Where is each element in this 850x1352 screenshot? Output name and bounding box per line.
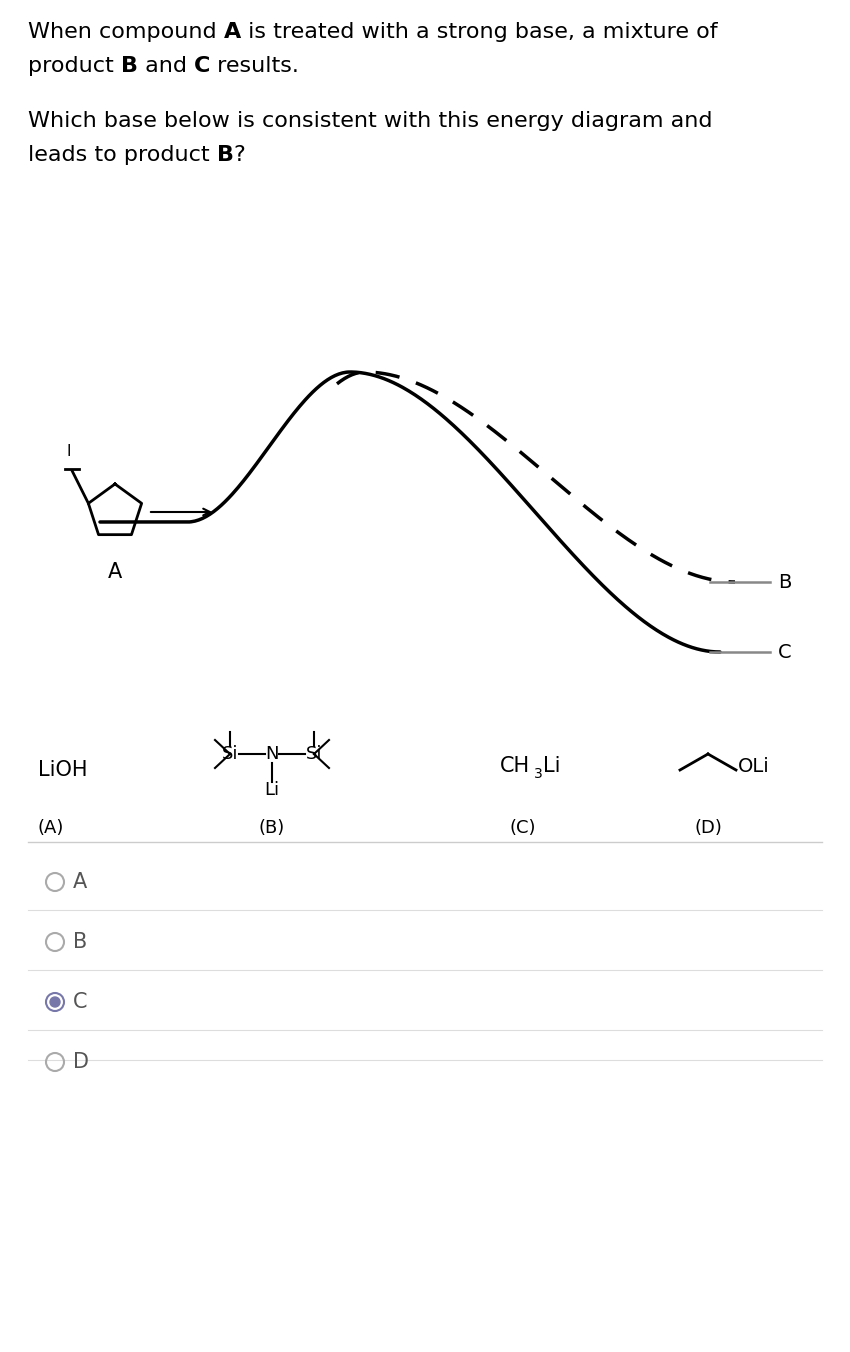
Text: B: B [73, 932, 88, 952]
Text: B: B [778, 572, 791, 592]
Text: A: A [108, 562, 122, 581]
Text: Si: Si [222, 745, 238, 763]
Text: is treated with a strong base, a mixture of: is treated with a strong base, a mixture… [241, 22, 717, 42]
Text: When compound: When compound [28, 22, 224, 42]
Text: (D): (D) [694, 819, 722, 837]
Text: D: D [73, 1052, 89, 1072]
Text: 3: 3 [534, 767, 543, 781]
Text: Li: Li [264, 781, 280, 799]
Text: product: product [28, 55, 121, 76]
Text: C: C [73, 992, 88, 1013]
Circle shape [50, 996, 60, 1007]
Text: C: C [194, 55, 210, 76]
Text: B: B [217, 145, 234, 165]
Text: ?: ? [234, 145, 246, 165]
Text: C: C [778, 642, 791, 661]
Text: results.: results. [210, 55, 299, 76]
Text: A: A [73, 872, 88, 892]
Text: and: and [138, 55, 194, 76]
Text: CH: CH [500, 756, 530, 776]
Text: (C): (C) [510, 819, 536, 837]
Text: (B): (B) [259, 819, 285, 837]
Text: A: A [224, 22, 241, 42]
Text: B: B [121, 55, 138, 76]
Text: Li: Li [543, 756, 560, 776]
Text: I: I [66, 445, 71, 460]
Text: (A): (A) [38, 819, 65, 837]
Text: N: N [265, 745, 279, 763]
Text: Which base below is consistent with this energy diagram and: Which base below is consistent with this… [28, 111, 712, 131]
Text: Si: Si [306, 745, 322, 763]
Text: LiOH: LiOH [38, 760, 88, 780]
Text: OLi: OLi [738, 757, 770, 776]
Text: leads to product: leads to product [28, 145, 217, 165]
